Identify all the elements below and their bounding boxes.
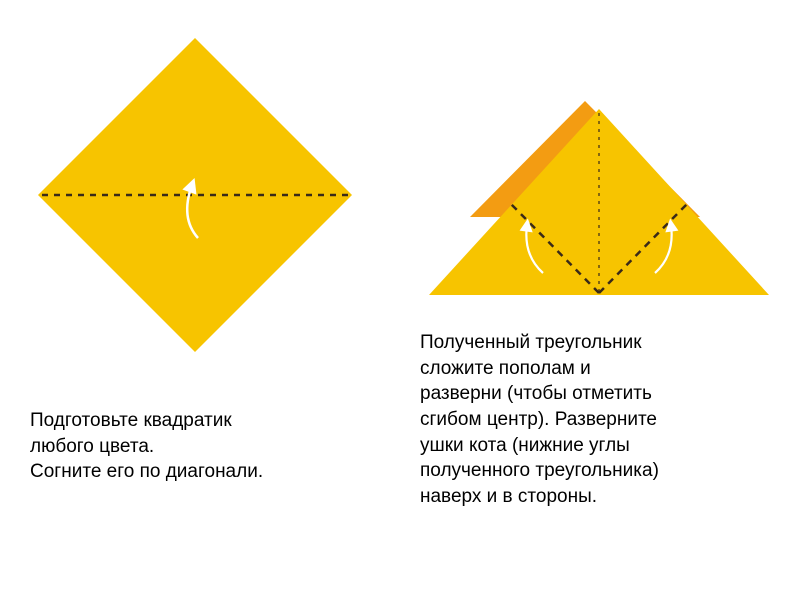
step2-caption-line4: сгибом центр). Разверните <box>420 409 657 430</box>
step1-caption-line1: Подготовьте квадратик <box>30 410 232 431</box>
step2-svg <box>415 95 775 305</box>
step2-caption-line7: наверх и в стороны. <box>420 486 597 507</box>
step2-figure <box>415 95 775 305</box>
step2-caption-line1: Полученный треугольник <box>420 332 642 353</box>
step1-caption: Подготовьте квадратик любого цвета. Согн… <box>30 408 370 485</box>
step1-svg <box>30 30 360 360</box>
diamond-shape <box>38 38 352 352</box>
step1-caption-line3: Согните его по диагонали. <box>30 461 263 482</box>
step1-caption-line2: любого цвета. <box>30 436 154 457</box>
step2-caption-line6: полученного треугольника) <box>420 460 659 481</box>
step2-caption-line3: разверни (чтобы отметить <box>420 383 652 404</box>
step1-figure <box>30 30 360 360</box>
step2-caption-line5: ушки кота (нижние углы <box>420 435 630 456</box>
step2-caption: Полученный треугольник сложите пополам и… <box>420 330 780 509</box>
step2-caption-line2: сложите пополам и <box>420 358 591 379</box>
